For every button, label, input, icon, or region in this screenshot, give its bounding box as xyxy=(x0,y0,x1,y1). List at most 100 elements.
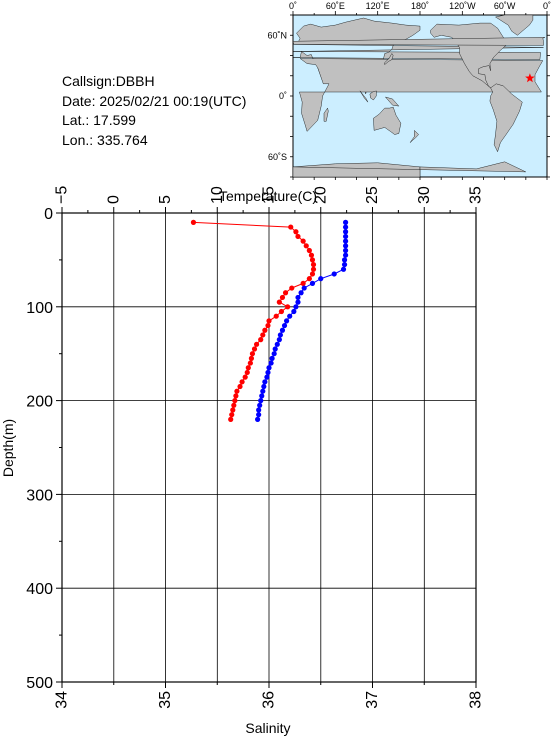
temperature-point xyxy=(310,266,317,272)
temperature-point xyxy=(309,257,316,263)
temperature-point xyxy=(262,327,268,333)
land-newzealand xyxy=(409,129,419,143)
world-map: 0˚ 60˚E 120˚E 180˚ 120˚W 60˚W 0˚ 60˚N 0˚ 60˚S xyxy=(267,1,551,180)
temperature-tick-label: 25 xyxy=(364,186,381,204)
temperature-point xyxy=(310,261,317,268)
salinity-point xyxy=(274,341,280,347)
temperature-tick-label: 0 xyxy=(105,195,122,204)
salinity-point xyxy=(257,402,263,408)
chart-ticks xyxy=(56,207,477,688)
salinity-point xyxy=(342,219,349,225)
temperature-point xyxy=(289,285,295,291)
salinity-point xyxy=(281,322,288,329)
salinity-tick-label: 37 xyxy=(364,691,381,709)
temperature-point xyxy=(266,318,272,324)
salinity-point xyxy=(256,407,262,413)
temperature-point xyxy=(230,407,236,413)
temperature-point xyxy=(300,280,306,286)
salinity-point xyxy=(340,266,347,272)
salinity-point xyxy=(342,238,349,244)
salinity-point xyxy=(342,252,349,258)
salinity-point xyxy=(295,299,301,305)
salinity-axis-title: Salinity xyxy=(245,720,290,736)
land-madagascar xyxy=(323,107,329,122)
temperature-point xyxy=(231,402,237,408)
temperature-point xyxy=(278,308,285,315)
map-axis-labels: 0˚ 60˚E 120˚E 180˚ 120˚W 60˚W 0˚ 60˚N 0˚ 60˚S xyxy=(267,1,551,162)
salinity-point xyxy=(318,276,324,282)
temperature-point xyxy=(249,351,256,357)
depth-tick-label: 400 xyxy=(26,581,53,598)
chart-grid xyxy=(61,212,477,683)
map-lon-label: 120˚W xyxy=(449,1,476,11)
depth-tick-label: 300 xyxy=(26,487,53,504)
salinity-point xyxy=(271,351,277,357)
latitude-text: Lat.: 17.599 xyxy=(62,112,136,128)
temperature-point xyxy=(245,365,251,371)
temperature-point xyxy=(303,243,309,249)
salinity-point xyxy=(342,233,349,240)
salinity-point xyxy=(283,318,290,324)
salinity-point xyxy=(258,398,264,404)
land-borneo xyxy=(369,90,377,101)
map-lon-label: 120˚E xyxy=(366,1,390,11)
temperature-point xyxy=(279,294,286,301)
temperature-point xyxy=(247,360,253,366)
temperature-point xyxy=(260,332,266,338)
depth-tick-label: 200 xyxy=(26,394,53,411)
temperature-line xyxy=(193,221,314,420)
temperature-point xyxy=(293,229,299,235)
temperature-point xyxy=(251,346,258,352)
map-lon-label: 0˚ xyxy=(543,1,551,11)
salinity-point xyxy=(277,332,283,338)
salinity-point xyxy=(264,374,270,380)
temperature-point xyxy=(239,379,245,385)
salinity-point xyxy=(276,337,282,343)
temperature-point xyxy=(306,276,312,282)
temperature-point xyxy=(232,398,238,404)
temperature-point xyxy=(300,238,306,244)
salinity-tick-label: 38 xyxy=(468,691,485,709)
map-lat-label: 60˚N xyxy=(267,30,287,40)
salinity-point xyxy=(342,243,349,249)
temperature-tick-label: 35 xyxy=(468,186,485,204)
salinity-point xyxy=(269,355,275,361)
station-info: Callsign:DBBH Date: 2025/02/21 00:19(UTC… xyxy=(62,72,246,150)
temperature-point xyxy=(229,412,235,418)
callsign-text: Callsign:DBBH xyxy=(62,73,155,89)
map-lon-label: 60˚W xyxy=(494,1,516,11)
temperature-series xyxy=(190,219,317,422)
temperature-point xyxy=(273,313,279,319)
chart-series xyxy=(190,219,349,422)
salinity-tick-label: 35 xyxy=(157,691,174,709)
longitude-text: Lon.: 335.764 xyxy=(62,131,148,148)
map-lon-label: 180˚ xyxy=(411,1,429,11)
salinity-point xyxy=(341,257,348,263)
salinity-point xyxy=(272,346,278,352)
salinity-point xyxy=(301,285,307,291)
map-lat-label: 60˚S xyxy=(268,152,287,162)
map-frame-ticks xyxy=(290,11,550,180)
temperature-point xyxy=(237,383,243,390)
temperature-point xyxy=(248,355,255,361)
salinity-series xyxy=(255,219,349,422)
land-australia xyxy=(373,106,402,135)
salinity-tick-label: 36 xyxy=(261,691,278,709)
map-lon-label: 60˚E xyxy=(326,1,345,11)
temperature-point xyxy=(234,388,240,394)
land-uk xyxy=(292,37,545,46)
temperature-tick-label: 5 xyxy=(157,195,174,204)
salinity-point xyxy=(261,383,267,390)
temperature-point xyxy=(282,290,289,296)
temperature-point xyxy=(309,271,316,277)
date-text: Date: 2025/02/21 00:19(UTC) xyxy=(62,92,247,109)
land-sumatra xyxy=(359,90,368,103)
map-land xyxy=(292,14,545,178)
salinity-point xyxy=(342,224,349,230)
depth-tick-label: 0 xyxy=(44,206,53,223)
salinity-point xyxy=(298,290,304,296)
map-lon-label: 0˚ xyxy=(289,1,297,11)
temperature-point xyxy=(276,299,282,305)
depth-tick-label: 500 xyxy=(26,675,53,692)
